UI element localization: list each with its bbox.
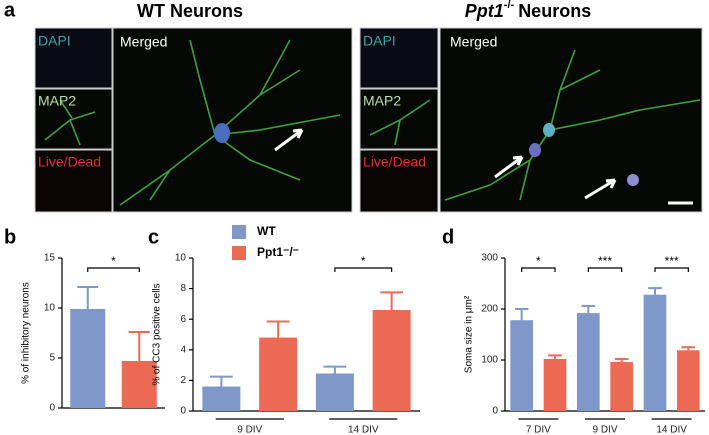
panel-label: b bbox=[4, 226, 16, 248]
error-bar bbox=[548, 354, 562, 359]
significance-bracket bbox=[521, 267, 556, 272]
x-tick-label: 9 DIV bbox=[237, 425, 262, 435]
arrow bbox=[584, 178, 617, 200]
y-tick-label: 0 bbox=[492, 406, 498, 417]
cell-body bbox=[529, 143, 541, 157]
arrow bbox=[274, 128, 304, 152]
y-tick-label: 0 bbox=[180, 406, 186, 417]
x-tick-label: 9 DIV bbox=[592, 425, 617, 435]
y-tick-label: 2 bbox=[180, 375, 186, 386]
bar bbox=[577, 313, 600, 411]
bar bbox=[315, 373, 354, 411]
cell-body bbox=[627, 174, 639, 186]
significance-label: * bbox=[536, 254, 541, 268]
legend-swatch bbox=[232, 225, 246, 239]
neuron bbox=[44, 99, 96, 146]
x-tick-label: 7 DIV bbox=[526, 425, 551, 435]
legend-label: WT bbox=[257, 224, 276, 238]
error-bar bbox=[681, 346, 696, 351]
bar bbox=[510, 320, 533, 411]
bar bbox=[202, 386, 241, 411]
significance-label: *** bbox=[598, 254, 612, 268]
superscript: -/- bbox=[504, 0, 515, 11]
image-label: MAP2 bbox=[38, 93, 76, 109]
image-label: Live/Dead bbox=[363, 154, 426, 170]
y-tick-label: 8 bbox=[180, 283, 186, 294]
panel-title: WT Neurons bbox=[137, 1, 243, 21]
bar bbox=[643, 294, 667, 411]
y-axis-label: Soma size in μm² bbox=[464, 295, 475, 373]
image-label: DAPI bbox=[363, 33, 396, 49]
image bbox=[439, 27, 703, 213]
image-label: MAP2 bbox=[363, 93, 401, 109]
bar bbox=[543, 358, 567, 411]
error-bar bbox=[209, 375, 233, 387]
legend-swatch bbox=[232, 246, 246, 260]
y-tick-label: 200 bbox=[481, 304, 498, 315]
y-tick-label: 4 bbox=[180, 344, 186, 355]
gene-name: Ppt1 bbox=[465, 1, 504, 21]
y-tick-label: 300 bbox=[481, 253, 498, 264]
panel-label: a bbox=[4, 0, 16, 21]
neuron bbox=[369, 99, 431, 146]
significance-bracket bbox=[334, 267, 393, 272]
error-bar bbox=[77, 286, 99, 309]
panel-label: d bbox=[442, 226, 454, 248]
image-label: Merged bbox=[450, 34, 497, 50]
error-bar bbox=[266, 320, 290, 338]
x-tick-label: 14 DIV bbox=[348, 425, 379, 435]
bar bbox=[70, 309, 106, 408]
image bbox=[359, 88, 439, 150]
cell-body bbox=[214, 123, 230, 143]
image-label: Merged bbox=[120, 34, 167, 50]
right-images: DAPI MAP2 Live/Dead Merged bbox=[359, 27, 703, 213]
bar bbox=[610, 362, 633, 411]
neuron bbox=[444, 49, 701, 201]
image-label: DAPI bbox=[38, 33, 71, 49]
left-images: DAPI MAP2 Live/Dead Merged bbox=[34, 27, 353, 213]
cell-body bbox=[543, 123, 555, 137]
y-tick-label: 0 bbox=[49, 403, 55, 414]
y-tick-label: 100 bbox=[481, 355, 498, 366]
y-tick-label: 10 bbox=[44, 303, 56, 314]
image bbox=[359, 149, 439, 213]
bar bbox=[677, 350, 700, 411]
image bbox=[34, 149, 113, 213]
bar bbox=[121, 361, 157, 408]
title-text: Neurons bbox=[518, 1, 591, 21]
error-bar bbox=[514, 308, 529, 321]
y-tick-label: 6 bbox=[180, 314, 186, 325]
error-bar bbox=[128, 331, 150, 361]
bar bbox=[259, 337, 298, 411]
significance-label: *** bbox=[665, 254, 679, 268]
error-bar bbox=[648, 287, 662, 295]
significance-label: * bbox=[111, 254, 116, 268]
arrow bbox=[494, 155, 524, 179]
significance-bracket bbox=[87, 267, 140, 272]
y-tick-label: 5 bbox=[49, 353, 55, 364]
y-axis-label: % of inhibitory neurons bbox=[21, 282, 32, 384]
error-bar bbox=[380, 291, 404, 311]
bar bbox=[372, 310, 411, 411]
y-tick-label: 15 bbox=[44, 253, 56, 264]
y-tick-label: 10 bbox=[175, 253, 187, 264]
legend-label: Ppt1⁻/⁻ bbox=[257, 245, 299, 259]
image-label: Live/Dead bbox=[38, 154, 101, 170]
x-tick-label: 14 DIV bbox=[656, 425, 687, 435]
panel-title: Ppt1-/- Neurons bbox=[465, 0, 591, 21]
error-bar bbox=[614, 357, 629, 363]
significance-label: * bbox=[361, 254, 366, 268]
significance-bracket bbox=[654, 267, 689, 272]
image bbox=[34, 27, 113, 89]
y-axis-label: % of CC3 positive cells bbox=[152, 283, 163, 385]
panel-label: c bbox=[148, 226, 159, 248]
error-bar bbox=[323, 365, 347, 374]
significance-bracket bbox=[587, 267, 623, 272]
error-bar bbox=[581, 304, 596, 314]
image bbox=[359, 27, 439, 89]
